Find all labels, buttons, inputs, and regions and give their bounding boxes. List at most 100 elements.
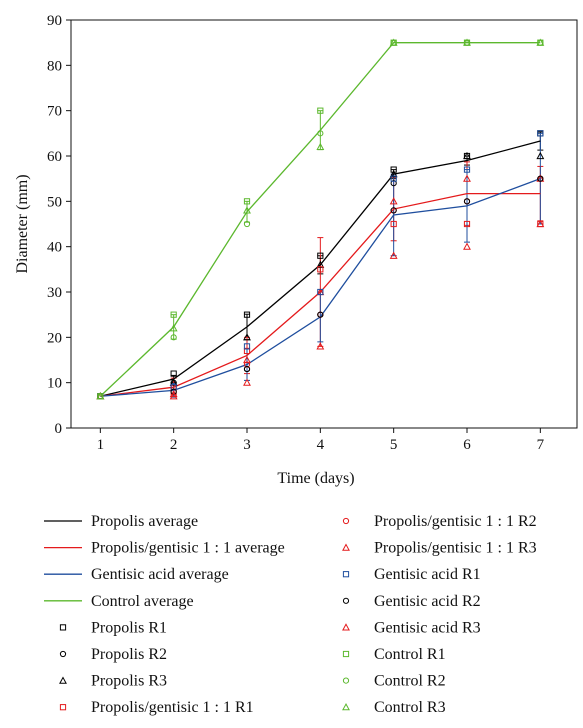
legend-label: Control R2 — [374, 673, 446, 690]
legend-label: Propolis/gentisic 1 : 1 R1 — [91, 699, 254, 716]
gentisic-acid-r3-point — [169, 392, 178, 400]
propolis-gentisic-1-1-r1-point — [390, 220, 397, 228]
legend-propolis-gentisic-1-1-r3-swatch — [342, 543, 350, 551]
control-r3-point — [316, 142, 325, 151]
x-tick-label: 6 — [463, 437, 471, 453]
propolis-r3-point — [463, 151, 471, 160]
control-r3-point — [96, 392, 105, 400]
control-r2-point — [170, 334, 177, 341]
gentisic-acid-r3-point — [463, 242, 471, 250]
control-r3-point — [243, 206, 251, 214]
legend-label: Control R1 — [374, 646, 446, 663]
propolis-r3-point — [169, 378, 178, 386]
control-r1-point — [170, 311, 177, 318]
legend-control-r1: Control R1 — [342, 646, 446, 663]
legend-propolis-gentisic-1-1-r2: Propolis/gentisic 1 : 1 R2 — [342, 513, 537, 530]
propolis-gentisic-1-1-r3-point — [463, 174, 471, 182]
propolis-gentisic-1-1-average-line — [100, 192, 541, 397]
legend-propolis-r1: Propolis R1 — [59, 619, 167, 636]
propolis-r3-point — [536, 151, 545, 160]
legend-label: Propolis/gentisic 1 : 1 average — [91, 540, 285, 557]
propolis-gentisic-1-1-r2-point — [243, 361, 251, 368]
gentisic-acid-r1-point — [243, 343, 251, 350]
legend-propolis-average: Propolis average — [44, 513, 198, 530]
legend-gentisic-acid-r1: Gentisic acid R1 — [342, 566, 481, 583]
propolis-r2-point — [390, 180, 397, 187]
legend-label: Propolis R2 — [91, 646, 167, 663]
legend-propolis-r3: Propolis R3 — [59, 673, 167, 690]
legend-label: Propolis R1 — [91, 619, 167, 636]
x-tick-label: 7 — [537, 437, 545, 453]
x-tick-label: 4 — [317, 437, 325, 453]
y-tick-label: 30 — [47, 285, 62, 301]
control-r2-point — [243, 220, 251, 228]
y-tick-label: 50 — [47, 194, 62, 210]
propolis-gentisic-1-1-r3-point — [389, 197, 398, 205]
legend-propolis-gentisic-1-1-r1-swatch — [59, 704, 67, 711]
propolis-r1-point — [317, 252, 324, 259]
gentisic-acid-r2-point — [243, 365, 251, 373]
propolis-r3-point — [243, 333, 251, 341]
legend-propolis-r3-swatch — [59, 676, 67, 684]
control-r3-point — [536, 38, 545, 46]
legend-gentisic-acid-r3-swatch — [342, 623, 350, 631]
legend: Propolis average Propolis/gentisic 1 : 1 … — [44, 513, 537, 716]
y-tick-label: 70 — [47, 104, 62, 120]
gentisic-acid-r3-point — [316, 342, 325, 350]
legend-label: Gentisic acid R3 — [374, 619, 481, 636]
legend-label: Propolis/gentisic 1 : 1 R3 — [374, 540, 537, 557]
plot-area: 0 10 20 30 40 50 60 70 80 90 1 2 3 4 5 6 7 — [47, 13, 578, 453]
y-tick-label: 20 — [47, 330, 62, 346]
gentisic-acid-r3-point — [243, 378, 251, 386]
legend-control-r1-swatch — [342, 650, 350, 658]
legend-label: Propolis average — [91, 513, 198, 530]
gentisic-acid-r2-point — [170, 388, 177, 395]
control-r3-point — [389, 38, 398, 46]
gentisic-acid-r3-point — [389, 251, 398, 259]
x-axis-label: Time (days) — [277, 470, 354, 487]
gentisic-acid-r3-point — [536, 219, 545, 228]
legend-control-r3: Control R3 — [342, 699, 446, 716]
gentisic-acid-r2-point — [317, 311, 324, 318]
gentisic-acid-r1-point — [390, 175, 397, 182]
propolis-r1-point — [390, 166, 397, 173]
legend-control-r2: Control R2 — [342, 673, 446, 690]
gentisic-acid-r1-point — [317, 288, 324, 296]
plot-frame — [70, 19, 578, 429]
control-r1-point — [317, 107, 324, 114]
legend-label: Control R3 — [374, 699, 446, 716]
propolis-r3-point — [389, 169, 398, 178]
gentisic-acid-r2-point — [537, 175, 544, 182]
y-axis-label: Diameter (mm) — [14, 174, 31, 273]
x-tick-label: 1 — [97, 437, 105, 453]
propolis-gentisic-1-1-r1-point — [463, 220, 471, 228]
legend-gentisic-acid-r2-swatch — [342, 597, 350, 604]
propolis-r3-point — [316, 260, 325, 268]
legend-label: Propolis/gentisic 1 : 1 R2 — [374, 513, 537, 530]
y-tick-label: 10 — [47, 376, 62, 392]
legend-label: Propolis R3 — [91, 673, 167, 690]
gentisic-acid-r2-point — [390, 207, 397, 214]
legend-control-r2-swatch — [342, 677, 350, 684]
legend-propolis-r1-swatch — [59, 624, 67, 631]
propolis-r1-point — [243, 311, 251, 318]
legend-propolis-r2-swatch — [59, 650, 67, 658]
control-r3-point — [169, 324, 178, 332]
legend-gentisic-acid-r3: Gentisic acid R3 — [342, 619, 481, 636]
legend-label: Control average — [91, 593, 194, 610]
x-tick-label: 5 — [390, 437, 398, 453]
propolis-gentisic-1-1-r1-point — [243, 347, 251, 355]
gentisic-acid-r1-point — [463, 166, 471, 173]
control-r2-point — [317, 130, 324, 137]
propolis-gentisic-1-1-r1-point — [317, 266, 324, 273]
legend-control-r3-swatch — [342, 703, 350, 711]
legend-label: Gentisic acid R1 — [374, 566, 481, 583]
legend-propolis-r2: Propolis R2 — [59, 646, 167, 663]
gentisic-acid-r1-point — [170, 384, 177, 391]
legend-propolis-gentisic-1-1-r2-swatch — [342, 517, 350, 525]
legend-propolis-gentisic-1-1-average: Propolis/gentisic 1 : 1 average — [44, 540, 285, 557]
legend-control-average: Control average — [44, 593, 194, 610]
gentisic-acid-r1-point — [537, 130, 544, 137]
gentisic-acid-r2-point — [463, 198, 471, 205]
